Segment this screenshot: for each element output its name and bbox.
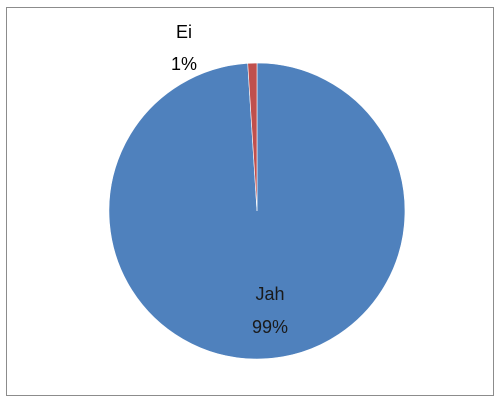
slice-label-jah-name: Jah — [255, 284, 284, 304]
pie-slice-ei — [247, 62, 258, 212]
slice-label-ei-percent: 1% — [171, 54, 197, 74]
slice-label-jah-percent: 99% — [252, 317, 288, 337]
slice-label-ei-name: Ei — [176, 22, 192, 42]
pie-slices — [108, 62, 406, 360]
